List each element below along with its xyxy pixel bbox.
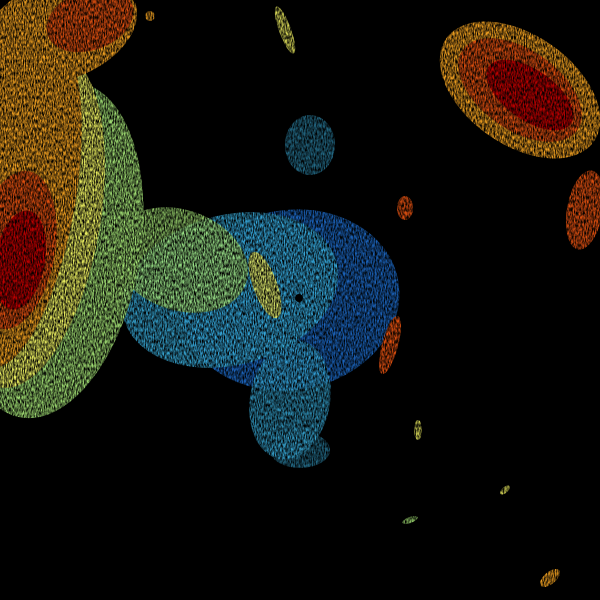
echo-central-light bbox=[249, 340, 331, 460]
echo-northeast-intense bbox=[486, 59, 574, 131]
echo-west-intense bbox=[0, 210, 47, 310]
echo-cell bbox=[274, 6, 296, 54]
echo-cell bbox=[540, 569, 560, 587]
echo-cell bbox=[500, 485, 510, 495]
echo-cell bbox=[397, 196, 413, 220]
echo-northwest-heavy bbox=[46, 0, 134, 53]
echo-south-light bbox=[270, 432, 330, 468]
echo-north-light bbox=[285, 115, 335, 175]
echo-central-moderate bbox=[112, 207, 248, 313]
radar-site-marker bbox=[295, 294, 303, 302]
echo-east-edge-heavy bbox=[565, 170, 600, 250]
echo-cell bbox=[414, 420, 422, 440]
echo-central-elevated bbox=[248, 251, 282, 319]
echo-cell bbox=[402, 516, 418, 524]
echo-cell bbox=[379, 315, 401, 375]
echo-cell bbox=[145, 11, 155, 21]
